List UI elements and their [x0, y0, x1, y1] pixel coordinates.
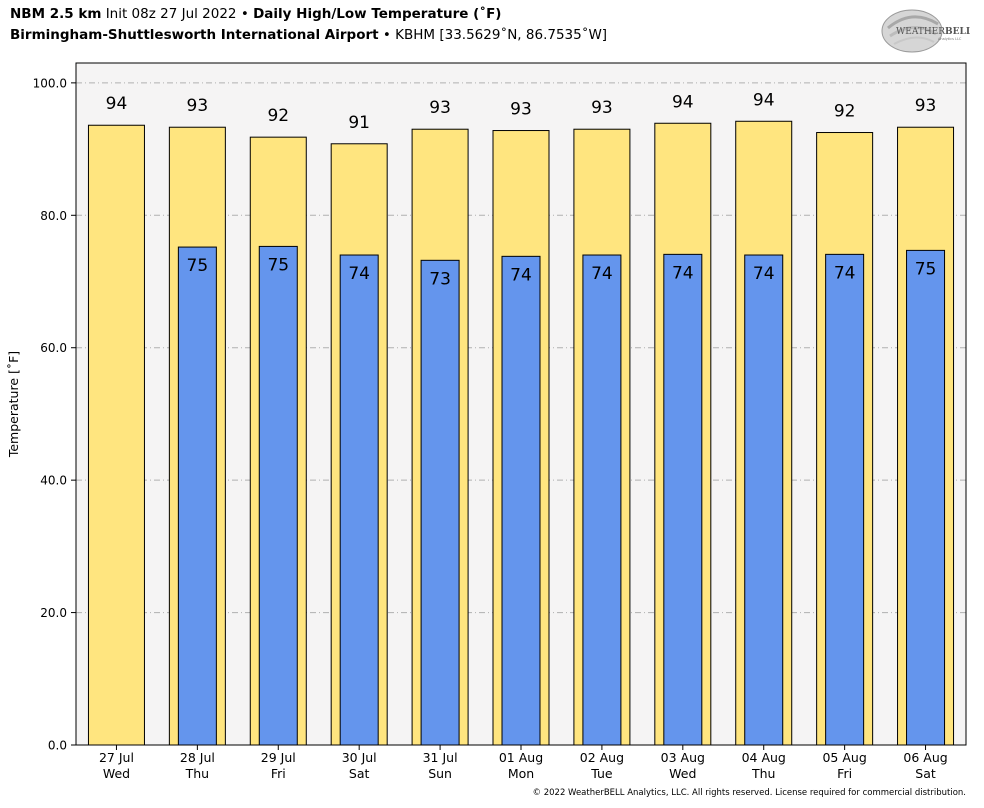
x-tick-label-day: Thu	[751, 766, 775, 781]
low-temp-bar	[825, 253, 865, 746]
low-temp-bar	[663, 253, 703, 746]
low-temp-bar	[744, 254, 784, 746]
low-temp-bar	[258, 245, 298, 746]
y-tick-label: 20.0	[40, 606, 67, 620]
title-separator: •	[240, 6, 249, 22]
chart-title-line-2: Birmingham-Shuttlesworth International A…	[10, 27, 607, 43]
x-tick-label-day: Mon	[508, 766, 534, 781]
low-temp-bar	[582, 254, 622, 746]
high-temp-label: 94	[753, 90, 775, 110]
y-tick-label: 60.0	[40, 341, 67, 355]
x-tick-label-date: 01 Aug	[499, 750, 543, 765]
station-name: Birmingham-Shuttlesworth International A…	[10, 27, 379, 43]
x-tick-label-day: Fri	[837, 766, 852, 781]
low-temp-bar	[420, 259, 460, 746]
x-tick-label-day: Sat	[915, 766, 936, 781]
bar-labels: 94 93 75 92 75 91 74 93 73 93 74 93 74 94 74 94 74 92 74 93…	[106, 90, 937, 289]
high-temp-label: 94	[106, 94, 128, 114]
station-info: KBHM [33.5629˚N, 86.7535˚W]	[395, 27, 608, 43]
low-temp-label: 73	[429, 269, 451, 289]
low-temp-label: 74	[348, 264, 370, 284]
low-temp-label: 74	[672, 263, 694, 283]
weatherbell-logo: WEATHERBELL Analytics LLC	[881, 9, 970, 53]
bar-series	[87, 120, 955, 746]
low-temp-label: 75	[915, 259, 937, 279]
low-temp-bar	[339, 254, 379, 746]
high-temp-label: 94	[672, 92, 694, 112]
high-temp-label: 92	[834, 102, 856, 122]
y-tick-label: 100.0	[33, 76, 67, 90]
low-temp-label: 74	[591, 264, 613, 284]
x-tick-label-date: 27 Jul	[99, 750, 134, 765]
low-temp-bar	[906, 249, 946, 746]
x-tick-label-date: 05 Aug	[822, 750, 866, 765]
low-temp-label: 75	[267, 255, 289, 275]
x-tick-label-date: 31 Jul	[423, 750, 458, 765]
high-temp-label: 93	[510, 100, 532, 120]
high-temp-label: 93	[915, 96, 937, 116]
x-tick-label-day: Sun	[428, 766, 452, 781]
x-tick-label-date: 03 Aug	[661, 750, 705, 765]
x-tick-label-day: Fri	[271, 766, 286, 781]
y-axis-label: Temperature [˚F]	[6, 351, 21, 458]
x-tick-label-date: 02 Aug	[580, 750, 624, 765]
high-temp-label: 91	[348, 113, 370, 133]
x-tick-label-day: Sat	[349, 766, 370, 781]
x-tick-label-date: 06 Aug	[903, 750, 947, 765]
y-axis: 0.0 20.0 40.0 60.0 80.0 100.0	[33, 76, 76, 753]
high-temp-label: 92	[267, 106, 289, 126]
x-tick-label-day: Tue	[590, 766, 613, 781]
model-name: NBM 2.5 km	[10, 6, 102, 22]
high-temp-label: 93	[429, 98, 451, 118]
svg-text:WEATHERBELL: WEATHERBELL	[896, 27, 970, 37]
init-time: Init 08z 27 Jul 2022	[105, 6, 237, 22]
x-tick-label-date: 29 Jul	[261, 750, 296, 765]
x-tick-label-day: Wed	[669, 766, 696, 781]
x-tick-label-day: Thu	[185, 766, 209, 781]
svg-text:Analytics LLC: Analytics LLC	[938, 37, 962, 41]
x-tick-label-date: 28 Jul	[180, 750, 215, 765]
x-tick-label-day: Wed	[103, 766, 130, 781]
low-temp-label: 74	[510, 265, 532, 285]
low-temp-bar	[177, 246, 217, 746]
high-temp-bar	[87, 124, 145, 746]
low-temp-bar	[501, 255, 541, 746]
copyright-footer: © 2022 WeatherBELL Analytics, LLC. All r…	[532, 788, 966, 798]
high-temp-label: 93	[187, 96, 209, 116]
product-name: Daily High/Low Temperature (˚F)	[253, 6, 502, 22]
x-tick-label-date: 04 Aug	[742, 750, 786, 765]
title-separator: •	[382, 27, 391, 43]
low-temp-label: 75	[187, 256, 209, 276]
low-temp-label: 74	[753, 264, 775, 284]
y-tick-label: 40.0	[40, 474, 67, 488]
high-temp-label: 93	[591, 98, 613, 118]
low-temp-label: 74	[834, 263, 856, 283]
y-tick-label: 80.0	[40, 209, 67, 223]
chart-title-line-1: NBM 2.5 km Init 08z 27 Jul 2022 • Daily …	[10, 6, 501, 22]
y-tick-label: 0.0	[48, 739, 67, 753]
x-tick-label-date: 30 Jul	[342, 750, 377, 765]
